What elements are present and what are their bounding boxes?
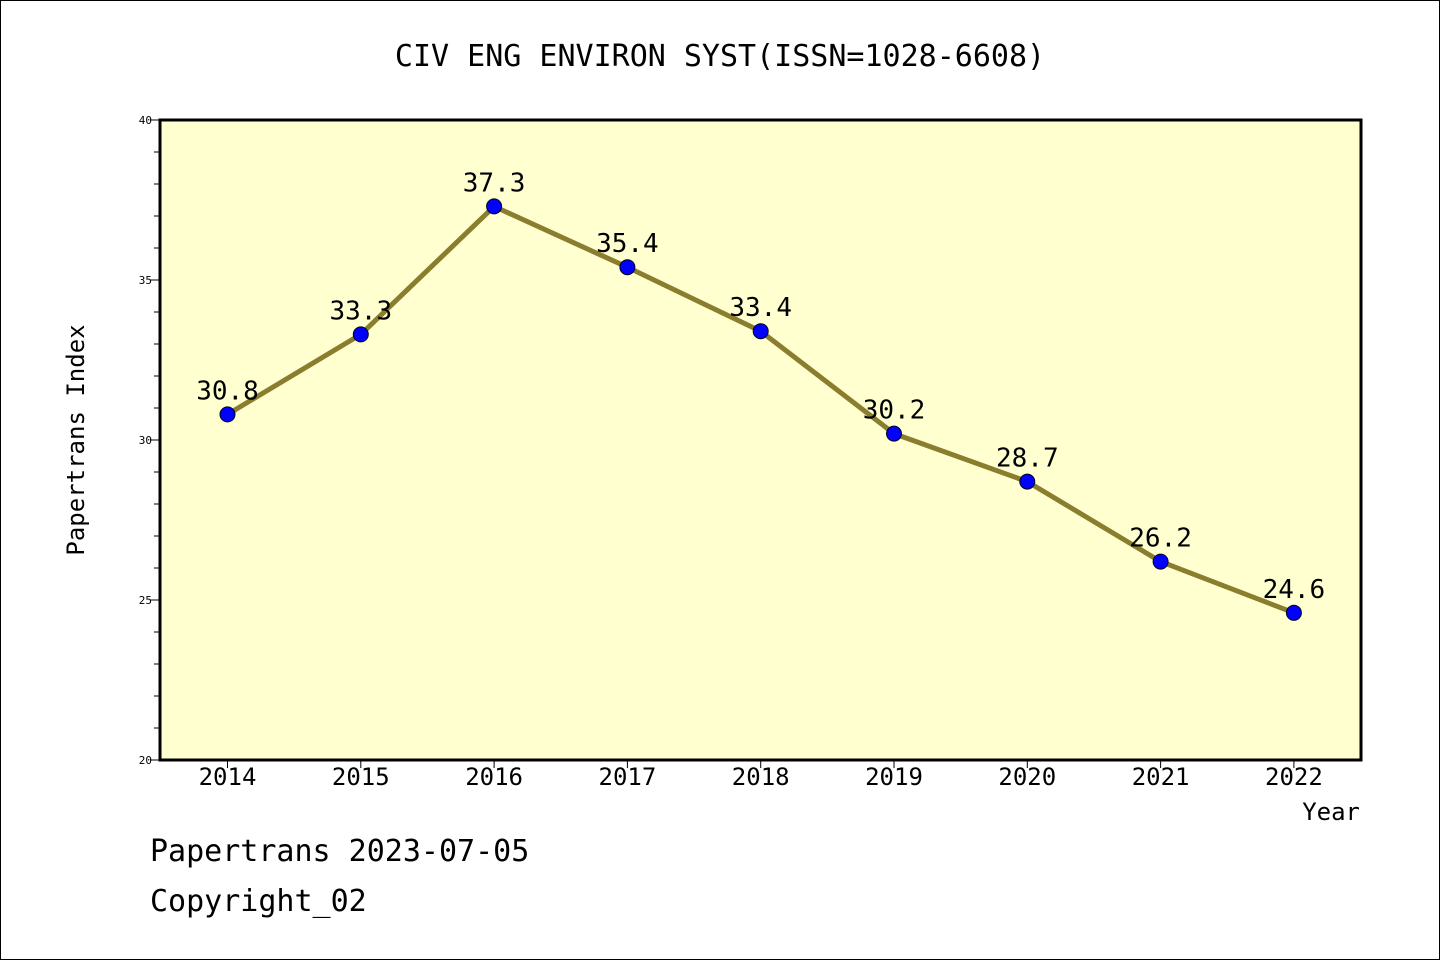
plot-border bbox=[158, 118, 1363, 762]
data-point bbox=[1285, 604, 1302, 621]
data-point bbox=[1019, 473, 1036, 490]
plot-area bbox=[160, 120, 1361, 760]
x-tick-label: 2022 bbox=[1265, 763, 1323, 791]
data-label: 24.6 bbox=[1263, 575, 1326, 605]
data-point bbox=[619, 259, 636, 276]
data-label: 30.2 bbox=[863, 396, 926, 426]
x-tick-label: 2020 bbox=[998, 763, 1056, 791]
x-tick-label: 2017 bbox=[599, 763, 657, 791]
data-point bbox=[486, 198, 503, 215]
x-tick-label: 2014 bbox=[199, 763, 257, 791]
data-label: 26.2 bbox=[1129, 524, 1192, 554]
data-point bbox=[1152, 553, 1169, 570]
x-tick-label: 2015 bbox=[332, 763, 390, 791]
data-label: 33.4 bbox=[729, 293, 792, 323]
y-tick-label: 25 bbox=[139, 594, 152, 607]
data-point bbox=[886, 425, 902, 442]
data-point bbox=[219, 406, 236, 423]
y-axis-label: Papertrans Index bbox=[62, 324, 90, 555]
y-axis-ticks: 20 25 30 35 40 bbox=[139, 114, 160, 767]
data-label: 37.3 bbox=[463, 168, 526, 198]
x-tick-label: 2016 bbox=[465, 763, 523, 791]
y-tick-label: 40 bbox=[139, 114, 152, 127]
y-tick-label: 20 bbox=[139, 754, 152, 767]
data-label: 30.8 bbox=[196, 376, 259, 406]
x-tick-label: 2019 bbox=[865, 763, 923, 791]
data-label: 28.7 bbox=[996, 444, 1059, 474]
data-labels: 30.8 33.3 37.3 35.4 33.4 30.2 28.7 26.2 24.6 bbox=[196, 168, 1325, 604]
data-point bbox=[752, 323, 769, 340]
x-axis-ticks: 2014 2015 2016 2017 2018 2019 2020 2021 2022 bbox=[199, 760, 1323, 791]
y-tick-label: 35 bbox=[139, 274, 152, 287]
x-axis-label: Year bbox=[1302, 798, 1360, 826]
x-tick-label: 2018 bbox=[732, 763, 790, 791]
chart-title: CIV ENG ENVIRON SYST(ISSN=1028-6608) bbox=[395, 39, 1045, 74]
footer-copyright: Copyright_02 bbox=[150, 884, 367, 919]
data-points bbox=[219, 198, 1302, 621]
data-label: 33.3 bbox=[329, 296, 392, 326]
footer-date: Papertrans 2023-07-05 bbox=[150, 834, 530, 869]
y-tick-label: 30 bbox=[139, 434, 152, 447]
data-point bbox=[352, 326, 369, 343]
data-label: 35.4 bbox=[596, 229, 659, 259]
x-tick-label: 2021 bbox=[1132, 763, 1190, 791]
